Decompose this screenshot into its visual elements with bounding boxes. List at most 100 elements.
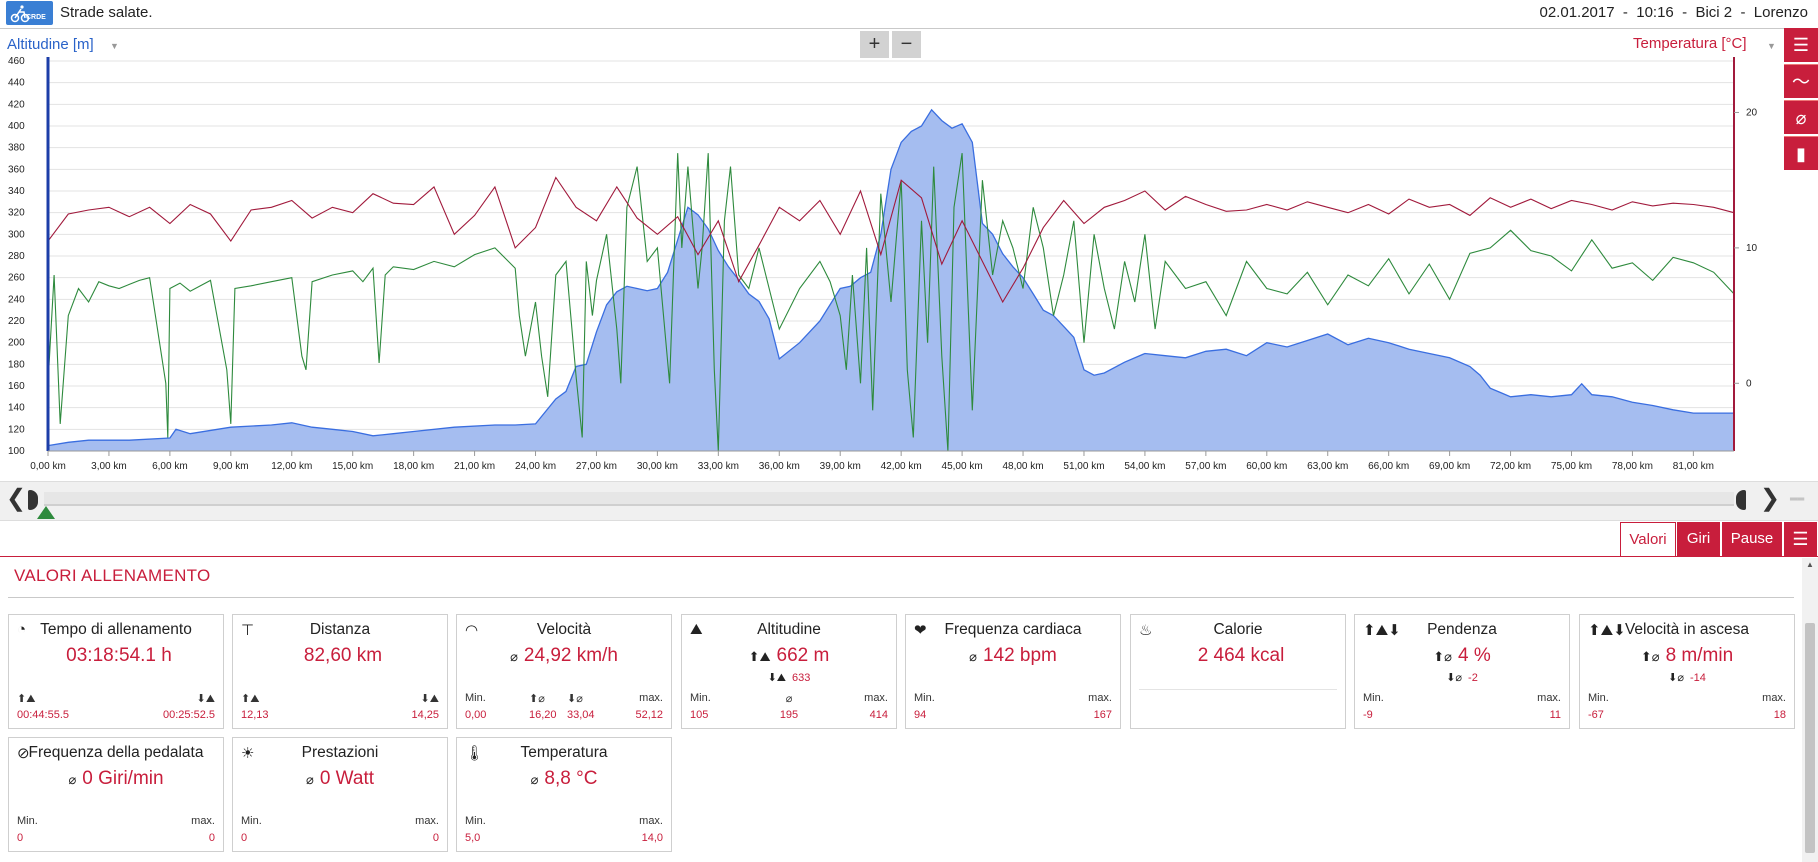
right-axis-selector[interactable]: Temperatura [°C]: [1633, 35, 1747, 52]
vertical-scrollbar[interactable]: ▲: [1802, 558, 1818, 862]
scroll-up-icon[interactable]: ▲: [1806, 560, 1814, 569]
speed-series: [47, 153, 1735, 452]
card-stat-label: Min.: [914, 692, 935, 704]
card-stat-label: Min.: [17, 815, 38, 827]
heart-icon: ❤: [914, 622, 927, 639]
y2-tick-label: 20: [1746, 107, 1758, 118]
x-tick-label: 63,00 km: [1307, 461, 1348, 472]
y-tick-label: 220: [8, 316, 25, 327]
scrollbar-thumb[interactable]: [1805, 623, 1815, 853]
bar-chart-button[interactable]: ▮: [1784, 136, 1818, 170]
stat-card-climb-speed: ⬆⛰⬇ Velocità in ascesa ⬆⌀ 8 m/min ⬇⌀ -14 Min. -…: [1579, 614, 1795, 729]
range-start-handle[interactable]: [28, 490, 38, 510]
position-marker[interactable]: [37, 506, 55, 519]
x-tick-label: 51,00 km: [1063, 461, 1104, 472]
card-title: Prestazioni: [301, 744, 379, 761]
tab-pause[interactable]: Pause: [1722, 522, 1783, 556]
section-divider: [8, 597, 1794, 598]
line-chart-button[interactable]: 〜: [1784, 64, 1818, 98]
card-sub-text: -14: [1689, 672, 1706, 684]
card-title: Altitudine: [757, 621, 821, 638]
card-main-text: 2 464 kcal: [1197, 645, 1285, 666]
card-title: Velocità in ascesa: [1624, 621, 1750, 638]
chevron-down-icon[interactable]: ▼: [1767, 41, 1776, 51]
chevron-down-icon[interactable]: ▼: [110, 41, 119, 51]
card-sub-value: ⬇⌀ -14: [1580, 671, 1794, 684]
tab-giri[interactable]: Giri: [1677, 522, 1721, 556]
cyclist-icon: [10, 5, 30, 23]
thermometer-icon: 🌡: [465, 745, 485, 762]
y-tick-label: 240: [8, 294, 25, 305]
card-stat-value: 33,04: [567, 709, 595, 721]
x-tick-label: 3,00 km: [91, 461, 127, 472]
scroll-left-button[interactable]: ❮: [6, 485, 27, 512]
card-stat-value: 00:25:52.5: [163, 709, 215, 721]
x-tick-label: 78,00 km: [1612, 461, 1653, 472]
menu-button[interactable]: ☰: [1784, 522, 1818, 556]
card-title: Distanza: [309, 621, 371, 638]
mountain-icon: ⛰: [690, 621, 703, 638]
average-button[interactable]: ⌀: [1784, 100, 1818, 134]
card-main-prefix: ⬆⌀: [1640, 649, 1660, 664]
range-track[interactable]: [44, 492, 1734, 506]
y-tick-label: 300: [8, 229, 25, 240]
stat-card-cadence: ⊘ Frequenza della pedalata ⌀ 0 Giri/min Min.…: [8, 737, 224, 852]
clock-icon: ◔: [17, 621, 27, 638]
y-tick-label: 140: [8, 403, 25, 414]
card-stat-label: Min.: [465, 692, 486, 704]
card-sub-text: 633: [792, 672, 811, 684]
x-tick-label: 18,00 km: [393, 461, 434, 472]
card-sub-value: ⬇⌀ -2: [1355, 671, 1569, 684]
x-tick-label: 48,00 km: [1002, 461, 1043, 472]
card-stat-label: ⌀: [785, 693, 793, 705]
range-end-handle[interactable]: [1736, 490, 1746, 510]
card-stat-label: max.: [864, 692, 888, 704]
zoom-out-button[interactable]: −: [892, 31, 921, 58]
y2-tick-label: 0: [1746, 378, 1752, 389]
y-tick-label: 160: [8, 381, 25, 392]
card-main-value: ⌀ 0 Giri/min: [9, 768, 223, 790]
stat-card-slope: ⬆⛰⬇ Pendenza ⬆⌀ 4 % ⬇⌀ -2 Min. -9 max. 11: [1354, 614, 1570, 729]
y-tick-label: 400: [8, 121, 25, 132]
card-main-prefix: ⌀: [68, 772, 77, 787]
card-main-text: 662 m: [776, 645, 830, 666]
card-main-prefix: ⬆⌀: [1433, 649, 1452, 664]
y2-tick-label: 10: [1746, 243, 1758, 254]
card-main-value: ⬆⌀ 8 m/min: [1580, 645, 1794, 667]
card-main-text: 8,8 °C: [544, 768, 598, 789]
card-stat-value: 52,12: [635, 709, 663, 721]
card-stat-label: ⬆⛰: [241, 693, 260, 705]
flame-icon: ♨: [1139, 622, 1153, 639]
card-title: Pendenza: [1427, 621, 1497, 638]
card-stat-value: 167: [1093, 709, 1112, 721]
x-tick-label: 39,00 km: [820, 461, 861, 472]
list-view-button[interactable]: ☰: [1784, 28, 1818, 62]
card-stat-label: ⬇⛰: [196, 693, 215, 705]
card-stat-value: 0: [208, 832, 215, 844]
card-stat-label: max.: [1537, 692, 1561, 704]
x-tick-label: 57,00 km: [1185, 461, 1226, 472]
card-stat-value: 00:44:55.5: [17, 709, 69, 721]
card-main-value: ⬆⛰ 662 m: [682, 645, 896, 667]
zoom-in-button[interactable]: +: [860, 31, 889, 58]
left-axis-ticks: 100 120 140 160 180 200 220 240 260 280 300 320 340 3…: [8, 56, 25, 457]
app-logo[interactable]: CRDE: [6, 1, 53, 25]
card-stat-label: ⬇⌀: [567, 693, 583, 705]
card-stat-value: 14,25: [411, 709, 439, 721]
card-main-prefix: ⌀: [305, 772, 314, 787]
scroll-right-button[interactable]: ❯: [1760, 485, 1781, 512]
left-axis-selector[interactable]: Altitudine [m]: [7, 36, 94, 53]
stat-card-heart: ❤ Frequenza cardiaca ⌀ 142 bpm Min. 94 max. 167: [905, 614, 1121, 729]
card-main-prefix: ⌀: [969, 649, 977, 664]
card-sub-value: ⬇⛰ 633: [682, 671, 896, 685]
x-tick-label: 81,00 km: [1673, 461, 1714, 472]
card-stat-value: 12,13: [241, 709, 269, 721]
collapse-handle[interactable]: ══: [1790, 494, 1805, 505]
card-stat-value: 14,0: [641, 832, 663, 844]
tab-valori[interactable]: Valori: [1620, 522, 1676, 556]
training-chart[interactable]: 1001201401601802002202402602803003203403…: [0, 55, 1780, 481]
x-tick-label: 15,00 km: [332, 461, 373, 472]
card-main-value: ⌀ 8,8 °C: [457, 768, 671, 790]
card-stat-value: 18: [1773, 709, 1786, 721]
card-stat-value: -67: [1588, 709, 1604, 721]
